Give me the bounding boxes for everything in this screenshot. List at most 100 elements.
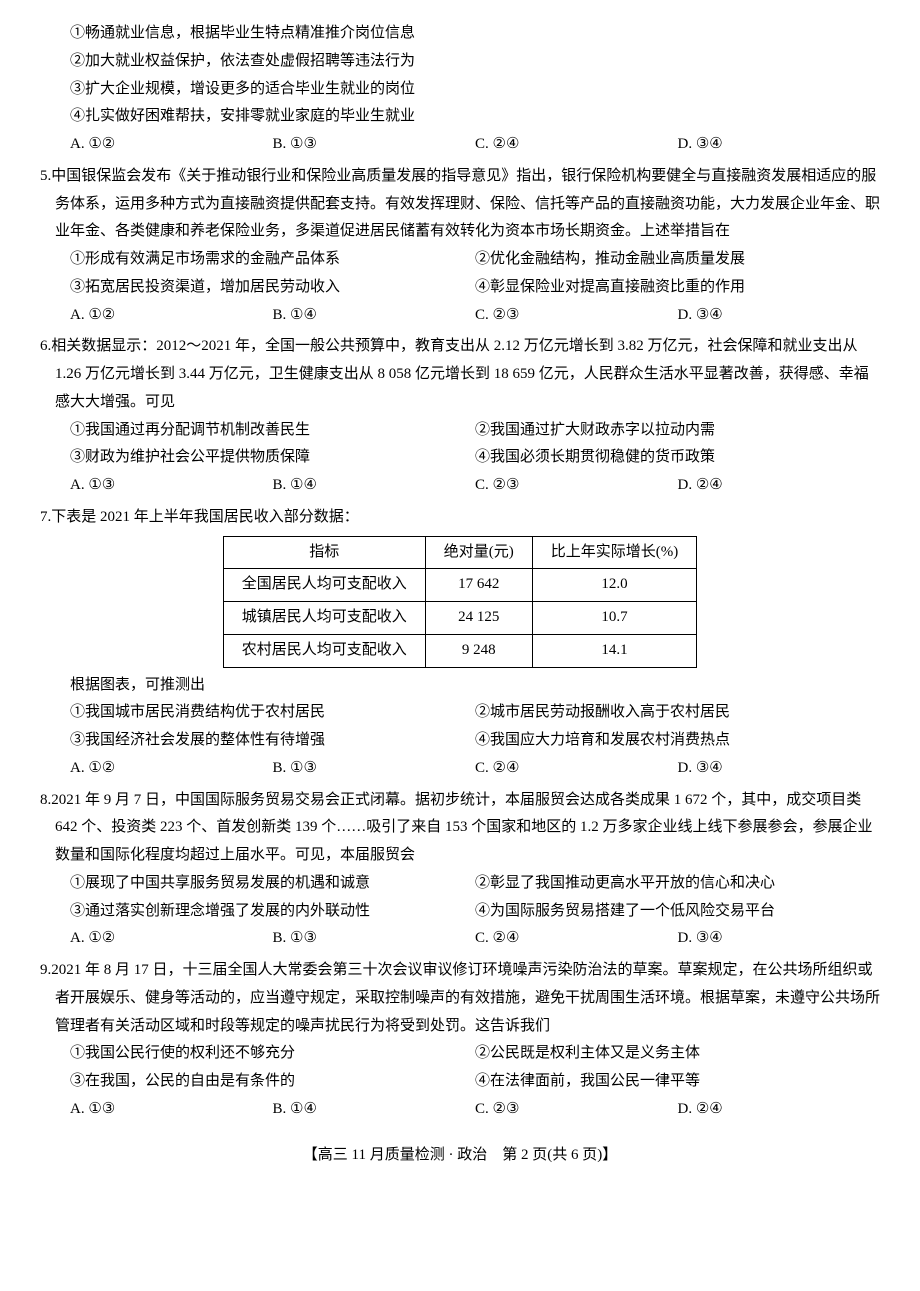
question-number: 5.	[40, 168, 51, 184]
choice-d: D. ②④	[678, 472, 881, 500]
choice-d: D. ③④	[678, 755, 881, 783]
cell: 城镇居民人均可支配收入	[223, 602, 425, 635]
choice-b: B. ①④	[273, 472, 476, 500]
question-number: 6.	[40, 338, 51, 354]
col-header: 绝对量(元)	[425, 536, 532, 569]
choice-b: B. ①③	[273, 131, 476, 159]
question-5: 5.中国银保监会发布《关于推动银行业和保险业高质量发展的指导意见》指出，银行保险…	[40, 163, 880, 330]
question-6: 6.相关数据显示：2012～2021 年，全国一般公共预算中，教育支出从 2.1…	[40, 333, 880, 500]
stmt: ③通过落实创新理念增强了发展的内外联动性	[70, 898, 475, 926]
income-table: 指标 绝对量(元) 比上年实际增长(%) 全国居民人均可支配收入 17 642 …	[223, 536, 698, 668]
stmt: ④为国际服务贸易搭建了一个低风险交易平台	[475, 898, 880, 926]
choice-c: C. ②③	[475, 302, 678, 330]
question-stem: 6.相关数据显示：2012～2021 年，全国一般公共预算中，教育支出从 2.1…	[40, 333, 880, 416]
choices-row: A. ①② B. ①④ C. ②③ D. ③④	[40, 302, 880, 330]
stmt: ②优化金融结构，推动金融业高质量发展	[475, 246, 880, 274]
stmt: ③扩大企业规模，增设更多的适合毕业生就业的岗位	[40, 76, 880, 104]
choice-a: A. ①②	[70, 925, 273, 953]
statements-row: ①我国公民行使的权利还不够充分 ③在我国，公民的自由是有条件的 ②公民既是权利主…	[40, 1040, 880, 1096]
choice-d: D. ③④	[678, 925, 881, 953]
stem-text: 2021 年 9 月 7 日，中国国际服务贸易交易会正式闭幕。据初步统计，本届服…	[51, 792, 872, 864]
stem-text: 相关数据显示：2012～2021 年，全国一般公共预算中，教育支出从 2.12 …	[51, 338, 869, 410]
table-row: 全国居民人均可支配收入 17 642 12.0	[223, 569, 697, 602]
stmt: ④我国应大力培育和发展农村消费热点	[475, 727, 880, 755]
cell: 9 248	[425, 634, 532, 667]
choice-c: C. ②④	[475, 131, 678, 159]
choice-b: B. ①③	[273, 755, 476, 783]
stmt: ③拓宽居民投资渠道，增加居民劳动收入	[70, 274, 475, 302]
stmt: ②城市居民劳动报酬收入高于农村居民	[475, 699, 880, 727]
question-stem: 9.2021 年 8 月 17 日，十三届全国人大常委会第三十次会议审议修订环境…	[40, 957, 880, 1040]
choice-b: B. ①③	[273, 925, 476, 953]
stmt: ③在我国，公民的自由是有条件的	[70, 1068, 475, 1096]
choice-a: A. ①②	[70, 755, 273, 783]
cell: 全国居民人均可支配收入	[223, 569, 425, 602]
choice-a: A. ①②	[70, 302, 273, 330]
stmt: ④我国必须长期贯彻稳健的货币政策	[475, 444, 880, 472]
choice-d: D. ③④	[678, 131, 881, 159]
stmt: ①形成有效满足市场需求的金融产品体系	[70, 246, 475, 274]
stmt: ②公民既是权利主体又是义务主体	[475, 1040, 880, 1068]
question-7: 7.下表是 2021 年上半年我国居民收入部分数据： 指标 绝对量(元) 比上年…	[40, 504, 880, 783]
stmt: ④在法律面前，我国公民一律平等	[475, 1068, 880, 1096]
choice-b: B. ①④	[273, 1096, 476, 1124]
stmt: ④扎实做好困难帮扶，安排零就业家庭的毕业生就业	[40, 103, 880, 131]
stmt: ②我国通过扩大财政赤字以拉动内需	[475, 417, 880, 445]
cell: 17 642	[425, 569, 532, 602]
choices-row: A. ①② B. ①③ C. ②④ D. ③④	[40, 925, 880, 953]
cell: 24 125	[425, 602, 532, 635]
stmt: ④彰显保险业对提高直接融资比重的作用	[475, 274, 880, 302]
stmt: ①展现了中国共享服务贸易发展的机遇和诚意	[70, 870, 475, 898]
choice-a: A. ①③	[70, 1096, 273, 1124]
table-row: 城镇居民人均可支配收入 24 125 10.7	[223, 602, 697, 635]
stmt: ①畅通就业信息，根据毕业生特点精准推介岗位信息	[40, 20, 880, 48]
choice-b: B. ①④	[273, 302, 476, 330]
col-header: 指标	[223, 536, 425, 569]
stmt: ①我国公民行使的权利还不够充分	[70, 1040, 475, 1068]
choice-a: A. ①②	[70, 131, 273, 159]
stmt: ③我国经济社会发展的整体性有待增强	[70, 727, 475, 755]
choice-d: D. ③④	[678, 302, 881, 330]
table-row: 农村居民人均可支配收入 9 248 14.1	[223, 634, 697, 667]
choices-row: A. ①② B. ①③ C. ②④ D. ③④	[40, 755, 880, 783]
stem-text: 2021 年 8 月 17 日，十三届全国人大常委会第三十次会议审议修订环境噪声…	[51, 962, 880, 1034]
question-8: 8.2021 年 9 月 7 日，中国国际服务贸易交易会正式闭幕。据初步统计，本…	[40, 787, 880, 954]
question-number: 9.	[40, 962, 51, 978]
choice-c: C. ②③	[475, 472, 678, 500]
col-header: 比上年实际增长(%)	[532, 536, 697, 569]
cell: 14.1	[532, 634, 697, 667]
choice-c: C. ②④	[475, 755, 678, 783]
statements-row: ①形成有效满足市场需求的金融产品体系 ③拓宽居民投资渠道，增加居民劳动收入 ②优…	[40, 246, 880, 302]
cell: 农村居民人均可支配收入	[223, 634, 425, 667]
income-table-wrap: 指标 绝对量(元) 比上年实际增长(%) 全国居民人均可支配收入 17 642 …	[40, 536, 880, 668]
stmt: ②彰显了我国推动更高水平开放的信心和决心	[475, 870, 880, 898]
stem-text: 下表是 2021 年上半年我国居民收入部分数据：	[51, 509, 359, 525]
choices-row: A. ①③ B. ①④ C. ②③ D. ②④	[40, 1096, 880, 1124]
statements-row: ①展现了中国共享服务贸易发展的机遇和诚意 ③通过落实创新理念增强了发展的内外联动…	[40, 870, 880, 926]
stem-after-table: 根据图表，可推测出	[40, 672, 880, 700]
question-stem: 8.2021 年 9 月 7 日，中国国际服务贸易交易会正式闭幕。据初步统计，本…	[40, 787, 880, 870]
choice-c: C. ②③	[475, 1096, 678, 1124]
stmt: ②加大就业权益保护，依法查处虚假招聘等违法行为	[40, 48, 880, 76]
question-stem: 5.中国银保监会发布《关于推动银行业和保险业高质量发展的指导意见》指出，银行保险…	[40, 163, 880, 246]
choice-c: C. ②④	[475, 925, 678, 953]
stem-text: 中国银保监会发布《关于推动银行业和保险业高质量发展的指导意见》指出，银行保险机构…	[51, 168, 880, 240]
choice-a: A. ①③	[70, 472, 273, 500]
question-9: 9.2021 年 8 月 17 日，十三届全国人大常委会第三十次会议审议修订环境…	[40, 957, 880, 1124]
statements-row: ①我国城市居民消费结构优于农村居民 ③我国经济社会发展的整体性有待增强 ②城市居…	[40, 699, 880, 755]
table-header-row: 指标 绝对量(元) 比上年实际增长(%)	[223, 536, 697, 569]
choice-d: D. ②④	[678, 1096, 881, 1124]
page-footer: 【高三 11 月质量检测 · 政治 第 2 页(共 6 页)】	[40, 1142, 880, 1170]
stmt: ①我国通过再分配调节机制改善民生	[70, 417, 475, 445]
question-4-partial: ①畅通就业信息，根据毕业生特点精准推介岗位信息 ②加大就业权益保护，依法查处虚假…	[40, 20, 880, 159]
choices-row: A. ①② B. ①③ C. ②④ D. ③④	[40, 131, 880, 159]
stmt: ③财政为维护社会公平提供物质保障	[70, 444, 475, 472]
question-stem: 7.下表是 2021 年上半年我国居民收入部分数据：	[40, 504, 880, 532]
cell: 10.7	[532, 602, 697, 635]
stmt: ①我国城市居民消费结构优于农村居民	[70, 699, 475, 727]
choices-row: A. ①③ B. ①④ C. ②③ D. ②④	[40, 472, 880, 500]
question-number: 7.	[40, 509, 51, 525]
cell: 12.0	[532, 569, 697, 602]
statements-row: ①我国通过再分配调节机制改善民生 ③财政为维护社会公平提供物质保障 ②我国通过扩…	[40, 417, 880, 473]
question-number: 8.	[40, 792, 51, 808]
